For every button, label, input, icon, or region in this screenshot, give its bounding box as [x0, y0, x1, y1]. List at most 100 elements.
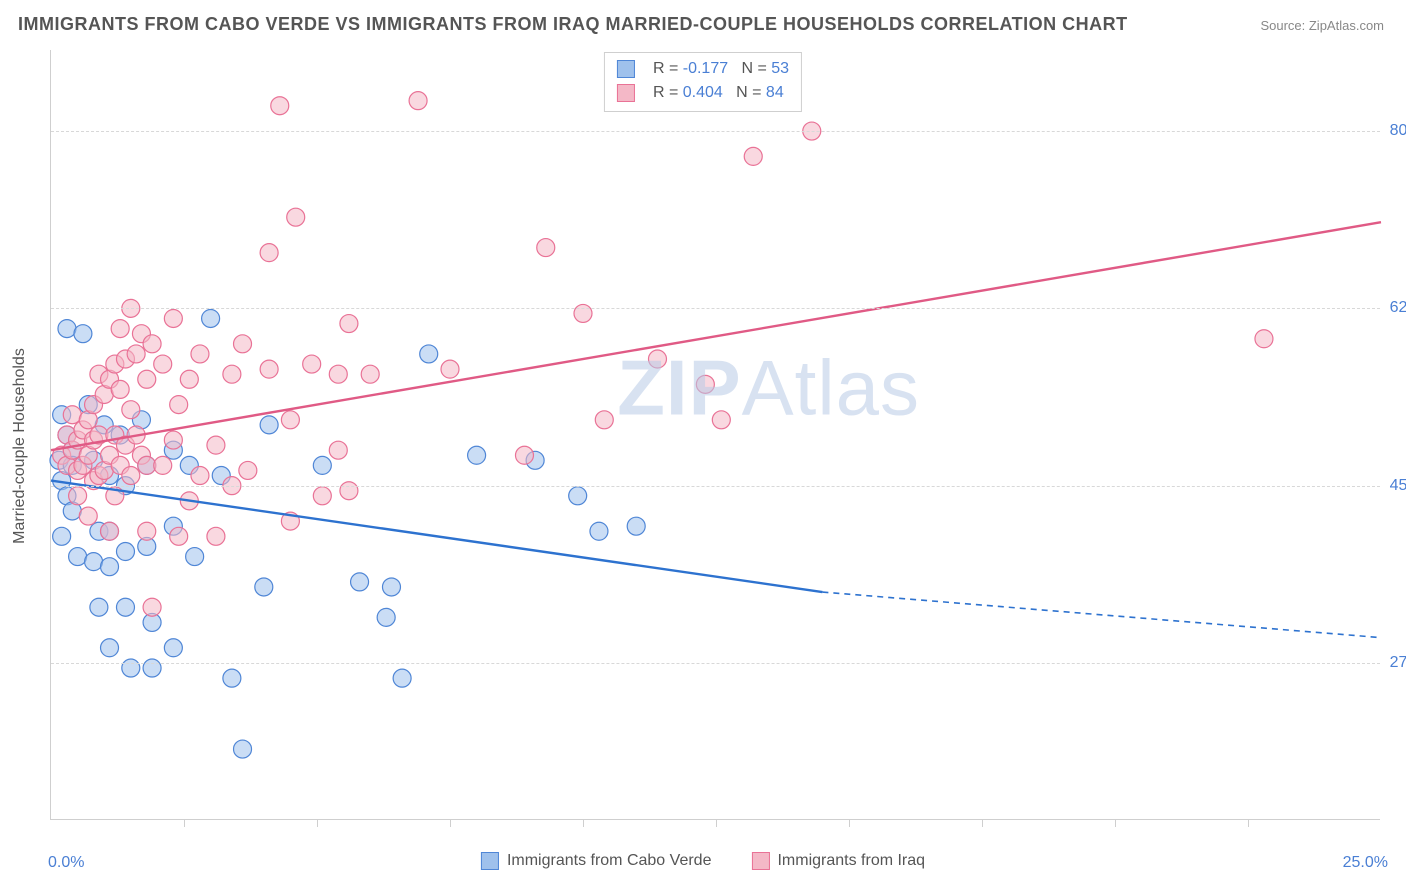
data-point: [239, 461, 257, 479]
x-axis-min: 0.0%: [48, 854, 84, 872]
data-point: [340, 482, 358, 500]
stats-legend-row: R = 0.404 N = 84: [617, 81, 789, 105]
y-tick-label: 45.0%: [1390, 477, 1406, 495]
data-point: [696, 375, 714, 393]
source-attribution: Source: ZipAtlas.com: [1260, 18, 1384, 33]
data-point: [468, 446, 486, 464]
data-point: [143, 335, 161, 353]
data-point: [191, 345, 209, 363]
y-tick-label: 80.0%: [1390, 122, 1406, 140]
trend-line: [51, 481, 822, 592]
data-point: [180, 370, 198, 388]
legend-swatch: [617, 60, 635, 78]
stats-legend-row: R = -0.177 N = 53: [617, 57, 789, 81]
plot-area: ZIPAtlas 27.5%45.0%62.5%80.0%: [50, 50, 1380, 820]
data-point: [441, 360, 459, 378]
data-point: [281, 411, 299, 429]
data-point: [744, 147, 762, 165]
data-point: [313, 487, 331, 505]
data-point: [382, 578, 400, 596]
data-point: [154, 456, 172, 474]
legend-stats-text: R = -0.177 N = 53: [653, 57, 789, 81]
data-point: [234, 740, 252, 758]
data-point: [361, 365, 379, 383]
chart-title: IMMIGRANTS FROM CABO VERDE VS IMMIGRANTS…: [18, 14, 1128, 35]
data-point: [223, 365, 241, 383]
data-point: [351, 573, 369, 591]
data-point: [537, 239, 555, 257]
data-point: [143, 659, 161, 677]
data-point: [143, 598, 161, 616]
series-legend-item: Immigrants from Cabo Verde: [481, 852, 712, 870]
data-point: [53, 527, 71, 545]
data-point: [377, 608, 395, 626]
y-axis-label: Married-couple Households: [11, 348, 29, 544]
data-point: [329, 365, 347, 383]
data-point: [1255, 330, 1273, 348]
chart-svg: [51, 50, 1380, 819]
data-point: [627, 517, 645, 535]
data-point: [234, 335, 252, 353]
data-point: [111, 380, 129, 398]
data-point: [260, 416, 278, 434]
gridline: [51, 663, 1380, 664]
legend-label: Immigrants from Iraq: [777, 852, 925, 869]
data-point: [186, 548, 204, 566]
data-point: [116, 598, 134, 616]
data-point: [313, 456, 331, 474]
data-point: [202, 309, 220, 327]
data-point: [111, 320, 129, 338]
data-point: [191, 467, 209, 485]
data-point: [648, 350, 666, 368]
x-tick: [184, 819, 185, 827]
data-point: [340, 315, 358, 333]
data-point: [595, 411, 613, 429]
y-tick-label: 62.5%: [1390, 299, 1406, 317]
y-tick-label: 27.5%: [1390, 654, 1406, 672]
x-tick: [849, 819, 850, 827]
data-point: [712, 411, 730, 429]
data-point: [90, 598, 108, 616]
data-point: [58, 320, 76, 338]
data-point: [127, 345, 145, 363]
data-point: [164, 309, 182, 327]
data-point: [74, 325, 92, 343]
data-point: [260, 360, 278, 378]
data-point: [164, 431, 182, 449]
trend-line-dash: [822, 592, 1381, 638]
x-tick: [583, 819, 584, 827]
data-point: [164, 639, 182, 657]
data-point: [223, 669, 241, 687]
data-point: [420, 345, 438, 363]
x-tick: [716, 819, 717, 827]
data-point: [287, 208, 305, 226]
x-tick: [1248, 819, 1249, 827]
data-point: [138, 370, 156, 388]
data-point: [271, 97, 289, 115]
gridline: [51, 308, 1380, 309]
data-point: [101, 558, 119, 576]
stats-legend: R = -0.177 N = 53R = 0.404 N = 84: [604, 52, 802, 112]
data-point: [170, 527, 188, 545]
data-point: [590, 522, 608, 540]
data-point: [101, 639, 119, 657]
data-point: [69, 487, 87, 505]
legend-label: Immigrants from Cabo Verde: [507, 852, 712, 869]
data-point: [303, 355, 321, 373]
data-point: [85, 553, 103, 571]
data-point: [207, 527, 225, 545]
data-point: [329, 441, 347, 459]
legend-swatch: [617, 84, 635, 102]
data-point: [63, 406, 81, 424]
data-point: [170, 396, 188, 414]
series-legend: Immigrants from Cabo Verde Immigrants fro…: [481, 852, 925, 870]
gridline: [51, 486, 1380, 487]
data-point: [207, 436, 225, 454]
gridline: [51, 131, 1380, 132]
data-point: [101, 522, 119, 540]
x-axis-max: 25.0%: [1343, 854, 1388, 872]
data-point: [569, 487, 587, 505]
legend-stats-text: R = 0.404 N = 84: [653, 81, 784, 105]
data-point: [515, 446, 533, 464]
data-point: [122, 659, 140, 677]
